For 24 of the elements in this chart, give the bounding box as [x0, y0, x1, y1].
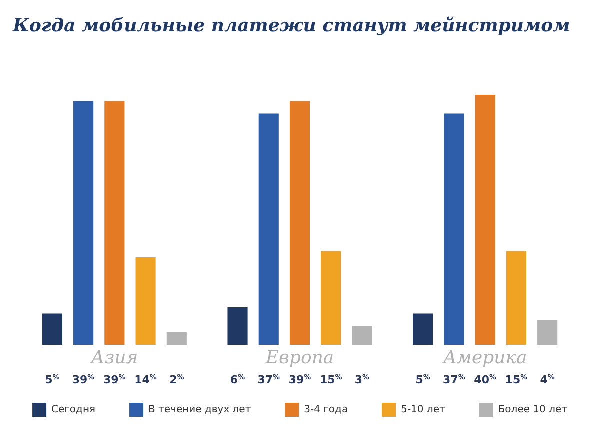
- bar: [42, 314, 62, 345]
- x-tick-label: Азия: [89, 348, 138, 368]
- legend-label: Сегодня: [52, 404, 96, 416]
- legend-label: Более 10 лет: [498, 404, 568, 416]
- bar: [321, 251, 342, 345]
- bar: [444, 114, 464, 345]
- bar: [538, 320, 558, 345]
- bar: [475, 95, 496, 345]
- bar: [166, 332, 187, 345]
- bar: [506, 251, 526, 345]
- bar: [290, 101, 310, 345]
- chart-title: Когда мобильные платежи станут мейнстримом: [12, 16, 570, 36]
- bar: [228, 308, 248, 345]
- bar: [104, 101, 125, 345]
- bar: [74, 101, 94, 345]
- bar: [413, 314, 434, 345]
- legend-label: В течение двух лет: [148, 404, 252, 416]
- legend-label: 3-4 года: [304, 404, 348, 416]
- bar: [352, 326, 372, 345]
- bar: [136, 258, 156, 345]
- bar: [258, 114, 279, 345]
- x-tick-label: Америка: [441, 348, 528, 368]
- legend-label: 5-10 лет: [401, 404, 446, 416]
- x-tick-label: Европа: [264, 348, 334, 368]
